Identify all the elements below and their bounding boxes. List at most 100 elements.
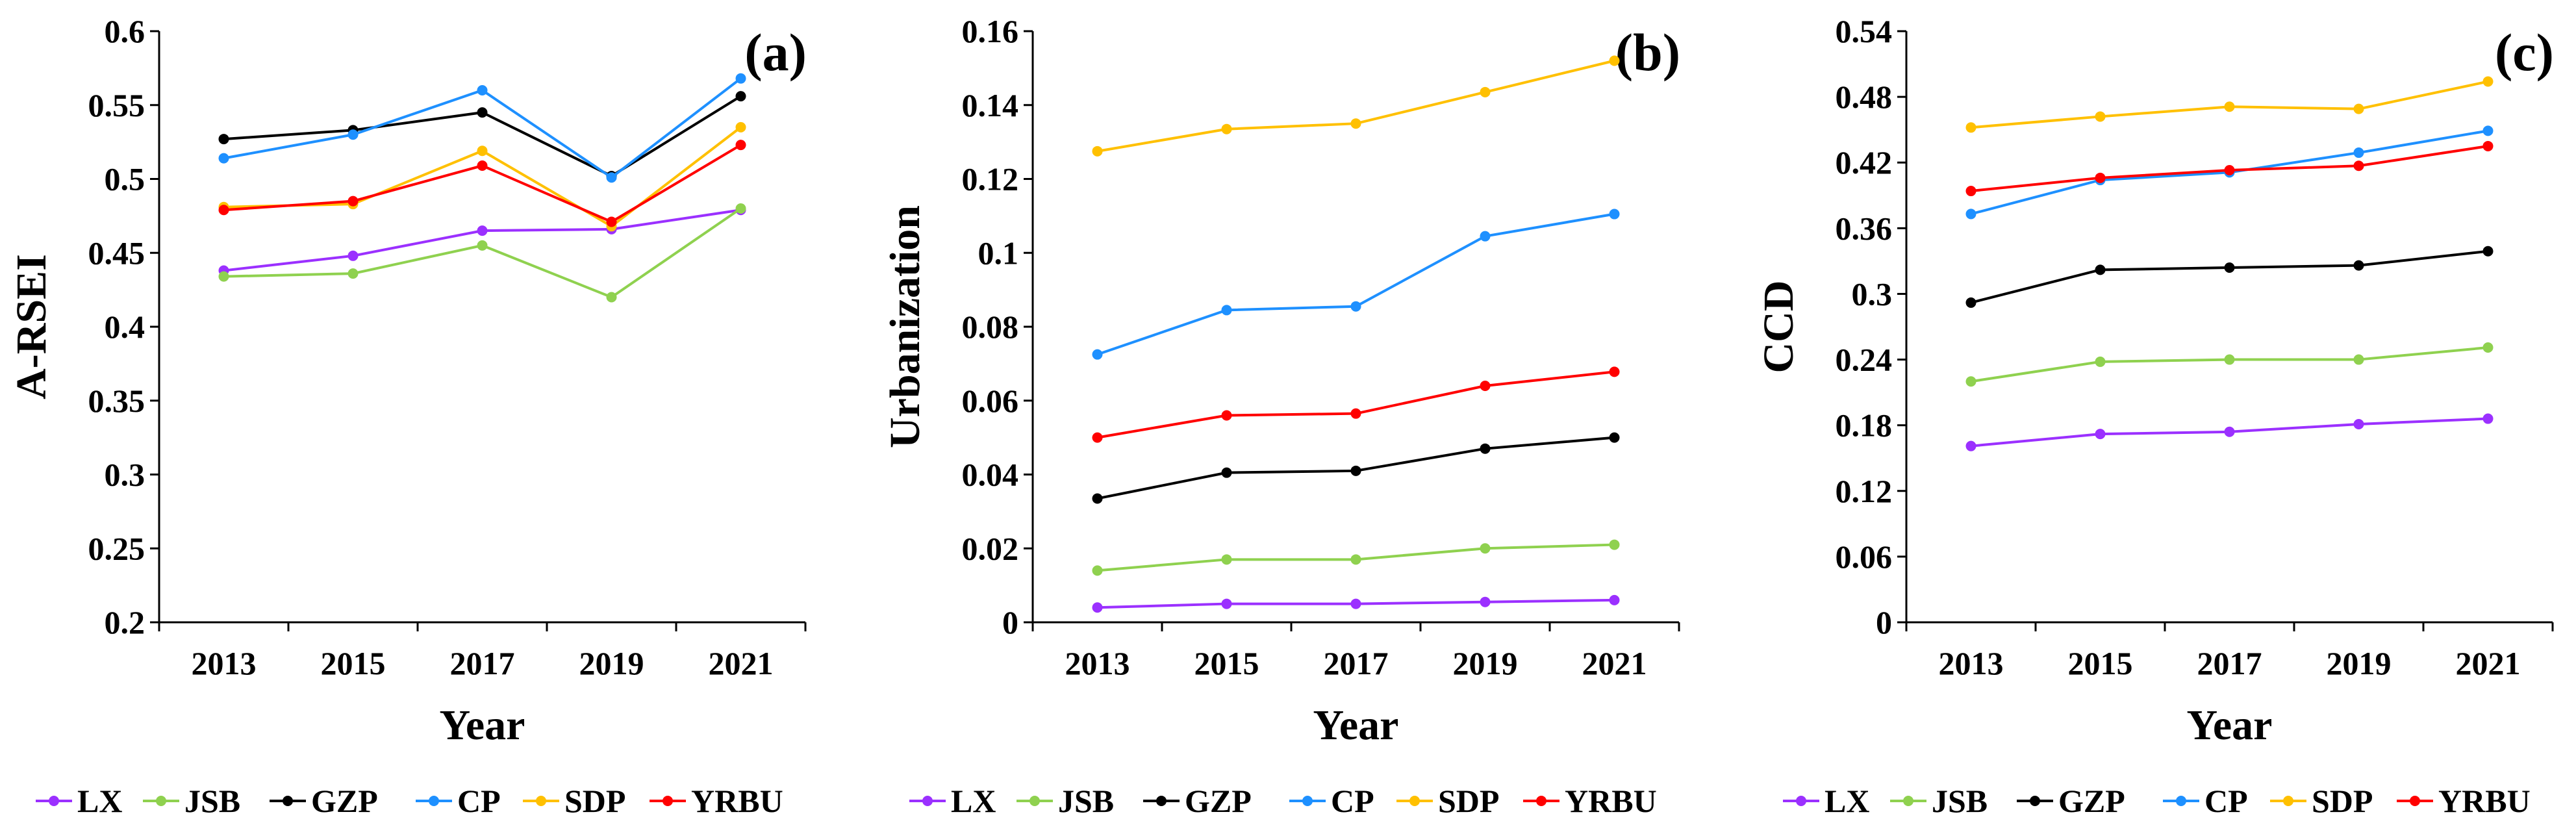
legend-label: CP — [1331, 783, 1374, 819]
y-tick-label: 0.12 — [1836, 473, 1893, 509]
legend-marker-swatch — [2030, 796, 2040, 806]
y-tick-label: 0 — [1002, 604, 1018, 640]
data-point-lx — [2353, 418, 2364, 429]
x-tick-label: 2021 — [709, 645, 774, 681]
legend-label: GZP — [311, 783, 378, 819]
data-point-sdp — [1350, 118, 1361, 129]
legend-item-jsb: JSB — [1017, 783, 1114, 819]
legend: LX JSB GZP CP SDP YRBU — [909, 783, 1657, 819]
legend-marker-swatch — [156, 796, 166, 806]
data-point-jsb — [1221, 554, 1232, 565]
legend-label: GZP — [2058, 783, 2125, 819]
x-tick-label: 2019 — [579, 645, 644, 681]
y-tick-label: 0.36 — [1836, 210, 1893, 246]
data-point-cp — [735, 73, 746, 84]
legend-label: CP — [2204, 783, 2248, 819]
legend-label: JSB — [184, 783, 240, 819]
data-point-jsb — [606, 292, 617, 303]
legend-item-jsb: JSB — [1890, 783, 1988, 819]
legend-item-jsb: JSB — [143, 783, 240, 819]
legend-label: YRBU — [1565, 783, 1657, 819]
data-point-cp — [218, 153, 229, 164]
x-tick-label: 2017 — [450, 645, 515, 681]
data-point-yrbu — [735, 140, 746, 151]
y-tick-label: 0.02 — [962, 530, 1019, 566]
legend-label: LX — [1825, 783, 1869, 819]
data-point-cp — [2353, 147, 2364, 158]
legend-label: SDP — [564, 783, 625, 819]
y-tick-label: 0.3 — [1852, 275, 1893, 312]
legend-item-sdp: SDP — [2270, 783, 2373, 819]
data-point-gzp — [218, 134, 229, 145]
data-point-gzp — [1965, 297, 1976, 308]
y-tick-label: 0.04 — [962, 457, 1019, 493]
data-point-gzp — [2224, 262, 2235, 273]
legend-item-gzp: GZP — [2017, 783, 2125, 819]
y-tick-label: 0.08 — [962, 309, 1019, 345]
data-point-yrbu — [477, 160, 488, 171]
data-point-cp — [477, 85, 488, 95]
data-point-jsb — [218, 271, 229, 282]
legend-item-cp: CP — [1289, 783, 1374, 819]
series-line-yrbu — [223, 144, 742, 223]
data-point-yrbu — [1480, 381, 1491, 391]
data-point-cp — [1965, 209, 1976, 220]
legend-item-gzp: GZP — [1143, 783, 1252, 819]
x-axis-title: Year — [1313, 702, 1399, 749]
y-tick-label: 0.6 — [105, 13, 145, 49]
data-point-lx — [1609, 594, 1620, 605]
data-point-sdp — [477, 146, 488, 157]
data-point-gzp — [2353, 260, 2364, 271]
legend: LX JSB GZP CP SDP YRBU — [36, 783, 783, 819]
legend-label: YRBU — [691, 783, 783, 819]
y-tick-label: 0.42 — [1836, 144, 1893, 181]
data-point-yrbu — [1350, 408, 1361, 419]
data-point-sdp — [2224, 101, 2235, 112]
series-line-sdp — [223, 126, 742, 228]
data-point-yrbu — [2224, 165, 2235, 176]
data-point-yrbu — [606, 216, 617, 227]
data-point-lx — [2224, 426, 2235, 437]
data-point-jsb — [2095, 356, 2106, 367]
data-point-sdp — [2482, 76, 2494, 87]
data-point-jsb — [1609, 539, 1620, 550]
chart-panel-2: 0 0.02 0.04 0.06 0.08 0.1 0.12 0.14 0.16 2013 2015… — [881, 13, 1680, 819]
data-point-lx — [2482, 413, 2494, 424]
data-point-sdp — [1480, 86, 1491, 97]
legend-label: LX — [951, 783, 996, 819]
data-point-jsb — [735, 203, 746, 214]
x-tick-label: 2019 — [1453, 645, 1518, 681]
data-point-yrbu — [347, 196, 359, 207]
x-tick-label: 2013 — [1939, 645, 2004, 681]
data-point-lx — [477, 225, 488, 236]
y-tick-label: 0.06 — [1836, 538, 1893, 575]
y-tick-label: 0.2 — [105, 604, 145, 640]
data-point-gzp — [735, 91, 746, 102]
legend-item-gzp: GZP — [270, 783, 378, 819]
y-tick-label: 0.54 — [1836, 13, 1893, 49]
legend-marker-swatch — [429, 796, 439, 806]
y-tick-label: 0 — [1876, 604, 1892, 640]
panel-label: (b) — [1615, 23, 1680, 82]
legend-label: JSB — [1058, 783, 1114, 819]
legend-marker-swatch — [1796, 796, 1806, 806]
data-point-sdp — [2095, 111, 2106, 122]
panel-label: (c) — [2495, 23, 2554, 82]
legend-item-cp: CP — [2163, 783, 2248, 819]
data-point-lx — [1965, 440, 1976, 451]
x-tick-label: 2021 — [1582, 645, 1647, 681]
y-axis-title: CCD — [1755, 281, 1802, 374]
y-tick-label: 0.1 — [978, 234, 1019, 271]
data-point-gzp — [2095, 264, 2106, 275]
data-point-cp — [347, 129, 359, 140]
legend-item-yrbu: YRBU — [2397, 783, 2531, 819]
series-line-sdp — [1097, 59, 1615, 153]
data-point-sdp — [1221, 123, 1232, 134]
legend-item-sdp: SDP — [1396, 783, 1499, 819]
legend-label: CP — [457, 783, 501, 819]
data-point-jsb — [2482, 342, 2494, 353]
legend-item-lx: LX — [36, 783, 122, 819]
legend-marker-swatch — [1029, 796, 1040, 806]
legend-marker-swatch — [1409, 796, 1420, 806]
